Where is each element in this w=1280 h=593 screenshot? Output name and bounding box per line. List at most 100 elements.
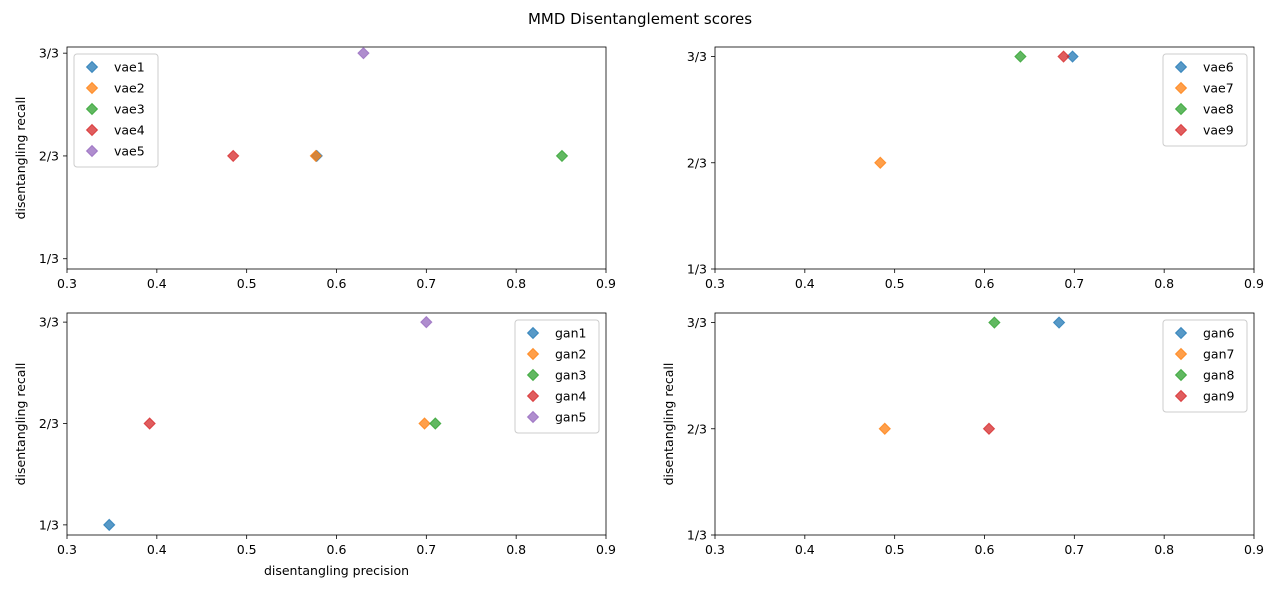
x-tick-label: 0.5	[885, 276, 905, 291]
legend-label-vae3: vae3	[114, 102, 145, 117]
x-tick-label: 0.3	[705, 276, 725, 291]
y-tick-label: 2/3	[39, 148, 59, 163]
legend-marker-vae8	[1174, 102, 1188, 116]
legend-label-vae6: vae6	[1203, 60, 1234, 75]
x-tick-label: 0.9	[1244, 276, 1264, 291]
legend-marker-gan4	[526, 389, 540, 403]
legend-marker-vae5	[85, 144, 99, 158]
legend-marker-vae6	[1174, 60, 1188, 74]
legend: gan6 gan7 gan8 gan9	[1162, 319, 1248, 413]
y-tick-label: 1/3	[687, 262, 707, 277]
legend-label-gan9: gan9	[1203, 389, 1235, 404]
data-point-gan1	[103, 518, 116, 532]
legend-label-gan5: gan5	[555, 410, 586, 425]
legend-box	[1162, 53, 1248, 147]
chart-panel-4: 0.3 0.4 0.5 0.6 0.7 0.8 0.9 1/3 2/3 3/3 disentangl…	[661, 312, 1264, 557]
legend: vae6 vae7 vae8 vae9	[1162, 53, 1248, 147]
x-tick-label: 0.9	[596, 542, 616, 557]
legend-marker-vae7	[1174, 81, 1188, 95]
y-tick-label: 3/3	[687, 49, 707, 64]
x-tick-label: 0.3	[57, 276, 77, 291]
legend-marker-vae9	[1174, 123, 1188, 137]
legend: gan1 gan2 gan3 gan4 gan5	[514, 319, 600, 434]
data-point-gan2	[418, 417, 431, 430]
x-tick-label: 0.5	[885, 542, 905, 557]
legend-label-gan1: gan1	[555, 326, 586, 341]
data-point-gan7	[878, 422, 891, 435]
legend-marker-gan1	[526, 326, 540, 340]
x-tick-label: 0.4	[147, 542, 167, 557]
x-tick-label: 0.5	[237, 276, 257, 291]
legend-marker-gan5	[526, 410, 540, 424]
legend: vae1 vae2 vae3 vae4 vae5	[73, 53, 159, 168]
y-tick-label: 1/3	[39, 517, 59, 532]
legend-label-vae4: vae4	[114, 123, 145, 138]
data-point-vae7	[874, 156, 887, 169]
data-point-gan8	[988, 316, 1001, 329]
x-tick-label: 0.4	[795, 276, 815, 291]
legend-label-vae2: vae2	[114, 81, 145, 96]
legend-marker-vae2	[85, 81, 99, 95]
legend-label-gan6: gan6	[1203, 326, 1235, 341]
x-tick-label: 0.5	[237, 542, 257, 557]
x-tick-label: 0.6	[975, 276, 995, 291]
y-tick-label: 2/3	[39, 416, 59, 431]
y-axis-label: disentangling recall	[13, 363, 28, 486]
x-tick-label: 0.7	[416, 542, 436, 557]
data-point-vae4	[226, 149, 240, 163]
x-tick-label: 0.6	[975, 542, 995, 557]
x-tick-label: 0.7	[416, 276, 436, 291]
legend-marker-vae1	[85, 60, 99, 74]
x-tick-label: 0.9	[1244, 542, 1264, 557]
x-tick-label: 0.4	[795, 542, 815, 557]
data-point-vae3	[555, 149, 569, 163]
data-point-vae5	[357, 46, 370, 60]
legend-label-vae1: vae1	[114, 60, 145, 75]
x-tick-label: 0.8	[506, 542, 526, 557]
x-tick-label: 0.7	[1064, 542, 1084, 557]
legend-label-vae5: vae5	[114, 144, 145, 159]
data-point-gan5	[420, 315, 433, 329]
data-point-gan6	[1052, 316, 1066, 329]
y-tick-label: 3/3	[687, 315, 707, 330]
chart-panel-1: 0.3 0.4 0.5 0.6 0.7 0.8 0.9 1/3 2/3 3/3 disentangl…	[13, 46, 616, 291]
legend-label-vae9: vae9	[1203, 123, 1234, 138]
data-point-vae2	[309, 149, 323, 163]
data-point-vae9	[1057, 50, 1070, 63]
legend-marker-gan9	[1174, 389, 1188, 403]
x-tick-label: 0.8	[1154, 542, 1174, 557]
data-point-vae6	[1066, 50, 1079, 63]
legend-marker-vae3	[85, 102, 99, 116]
y-tick-label: 3/3	[39, 315, 59, 330]
x-tick-label: 0.3	[705, 542, 725, 557]
legend-marker-gan7	[1174, 347, 1188, 361]
legend-label-gan8: gan8	[1203, 368, 1235, 383]
legend-box	[1162, 319, 1248, 413]
y-tick-label: 1/3	[39, 251, 59, 266]
y-tick-label: 1/3	[687, 528, 707, 543]
data-point-gan3	[429, 417, 442, 430]
data-point-vae8	[1014, 50, 1027, 63]
legend-label-gan4: gan4	[555, 389, 587, 404]
chart-panel-3: 0.3 0.4 0.5 0.6 0.7 0.8 0.9 1/3 2/3 3/3 disentangl…	[13, 312, 616, 578]
data-point-gan9	[982, 422, 996, 435]
legend-marker-gan2	[526, 347, 540, 361]
x-tick-label: 0.9	[596, 276, 616, 291]
y-axis-label: disentangling recall	[661, 363, 676, 486]
data-point-gan4	[143, 417, 156, 430]
legend-marker-gan6	[1174, 326, 1188, 340]
x-tick-label: 0.8	[1154, 276, 1174, 291]
legend-label-gan7: gan7	[1203, 347, 1234, 362]
y-tick-label: 2/3	[687, 421, 707, 436]
x-tick-label: 0.4	[147, 276, 167, 291]
x-tick-label: 0.3	[57, 542, 77, 557]
y-tick-label: 2/3	[687, 155, 707, 170]
legend-label-gan3: gan3	[555, 368, 586, 383]
y-axis-label: disentangling recall	[13, 97, 28, 220]
legend-label-vae7: vae7	[1203, 81, 1234, 96]
x-tick-label: 0.7	[1064, 276, 1084, 291]
x-axis-label: disentangling precision	[264, 563, 409, 578]
legend-label-gan2: gan2	[555, 347, 586, 362]
x-tick-label: 0.8	[506, 276, 526, 291]
